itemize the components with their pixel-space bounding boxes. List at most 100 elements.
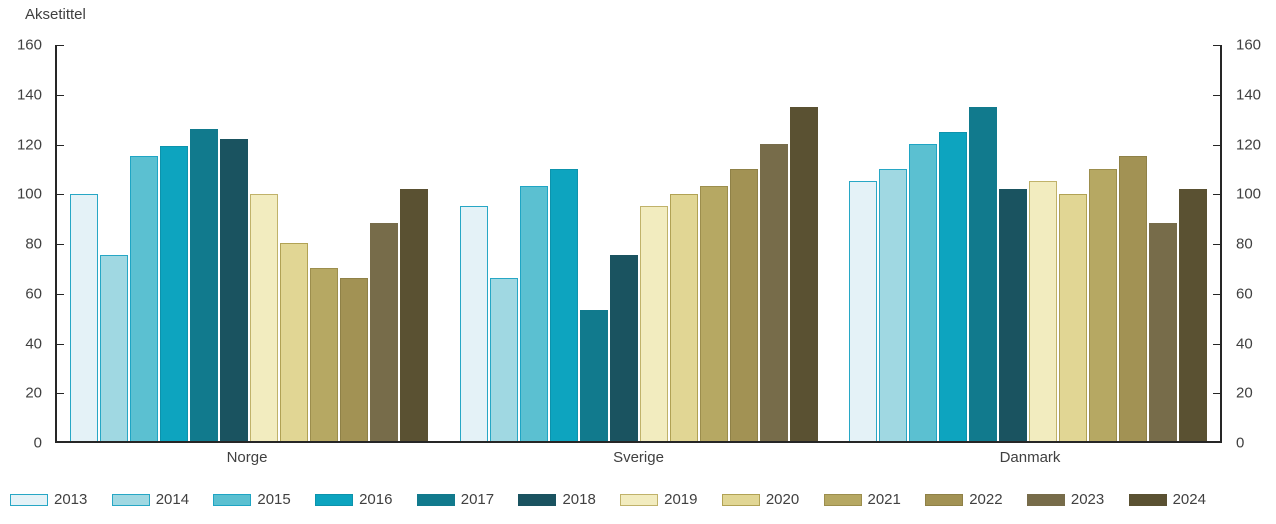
bar-sverige-2014 xyxy=(489,277,518,441)
y-axis-label-left-0: 0 xyxy=(33,434,42,452)
y-tick-left-80 xyxy=(57,244,64,245)
y-tick-left-40 xyxy=(57,343,64,345)
legend-label-2013: 2013 xyxy=(54,491,88,508)
legend-label-2023: 2023 xyxy=(1070,491,1105,508)
bar-sverige-2017 xyxy=(579,309,608,441)
y-tick-right-60 xyxy=(1213,293,1220,295)
bar-danmark-2016 xyxy=(939,131,967,441)
bar-sverige-2023 xyxy=(759,144,788,441)
legend-swatch-2018 xyxy=(518,493,557,506)
y-tick-left-60 xyxy=(57,293,64,295)
y-tick-right-0 xyxy=(1213,442,1220,443)
y-tick-left-140 xyxy=(57,94,64,96)
x-axis-label-danmark: Danmark xyxy=(999,449,1061,466)
bar-norge-2021 xyxy=(310,267,338,441)
legend-label-2018: 2018 xyxy=(562,491,596,508)
legend-label-2017: 2017 xyxy=(460,491,495,508)
y-axis-label-left-140: 140 xyxy=(16,86,42,104)
bar-danmark-2023 xyxy=(1149,223,1177,441)
bar-sverige-2020 xyxy=(669,193,698,441)
legend-label-2020: 2020 xyxy=(765,491,800,508)
bar-norge-2019 xyxy=(250,193,278,441)
bar-norge-2022 xyxy=(340,277,368,441)
y-tick-left-0 xyxy=(57,442,64,443)
bar-norge-2013 xyxy=(70,193,98,441)
y-axis-label-left-120: 120 xyxy=(16,136,42,153)
legend-item-2015: 2015 xyxy=(213,491,291,508)
y-axis-label-right-60: 60 xyxy=(1236,285,1253,303)
legend-swatch-2016 xyxy=(315,493,354,506)
y-axis-label-left-40: 40 xyxy=(25,335,42,352)
bar-norge-2018 xyxy=(220,139,248,441)
y-axis-label-left-100: 100 xyxy=(16,185,42,203)
bar-sverige-2013 xyxy=(459,205,488,441)
bar-norge-2016 xyxy=(160,146,188,441)
bar-group-danmark xyxy=(849,45,1207,441)
legend-item-2022: 2022 xyxy=(925,491,1003,508)
legend-item-2014: 2014 xyxy=(111,491,190,508)
y-axis-label-left-60: 60 xyxy=(25,285,42,303)
x-axis-labels: Norge Sverige Danmark xyxy=(55,449,1222,466)
legend-label-2019: 2019 xyxy=(664,491,698,508)
y-tick-right-40 xyxy=(1213,343,1220,345)
legend-swatch-2014 xyxy=(111,493,150,506)
y-axis-label-right-0: 0 xyxy=(1236,434,1245,452)
legend-swatch-2013 xyxy=(10,493,48,506)
legend-label-2014: 2014 xyxy=(155,491,190,508)
y-axis-label-right-80: 80 xyxy=(1236,235,1253,253)
legend-item-2016: 2016 xyxy=(315,491,392,508)
y-axis-label-left-20: 20 xyxy=(25,384,42,402)
legend-swatch-2019 xyxy=(620,493,659,506)
legend-swatch-2022 xyxy=(925,493,964,506)
legend-label-2016: 2016 xyxy=(359,491,393,508)
y-axis-label-right-140: 140 xyxy=(1236,86,1262,104)
legend-item-2017: 2017 xyxy=(416,491,495,508)
y-axis-label-right-20: 20 xyxy=(1236,384,1253,402)
legend-item-2024: 2024 xyxy=(1128,491,1206,508)
bar-norge-2017 xyxy=(190,129,218,441)
y-axis-label-right-100: 100 xyxy=(1236,185,1262,203)
bar-danmark-2024 xyxy=(1179,188,1207,441)
bar-danmark-2017 xyxy=(969,106,997,441)
legend-swatch-2023 xyxy=(1026,493,1065,506)
bar-danmark-2021 xyxy=(1089,168,1117,441)
legend-label-2015: 2015 xyxy=(257,491,291,508)
legend-label-2022: 2022 xyxy=(969,491,1003,508)
bar-danmark-2018 xyxy=(999,188,1027,441)
y-tick-right-80 xyxy=(1213,244,1220,245)
bar-sverige-2019 xyxy=(639,205,668,441)
legend-swatch-2015 xyxy=(213,493,252,506)
legend-label-2024: 2024 xyxy=(1172,491,1206,508)
legend: 2013 2014 2015 2016 2017 2018 2019 2020 2021 2022… xyxy=(10,491,1206,508)
bar-danmark-2015 xyxy=(909,144,937,441)
y-tick-right-120 xyxy=(1213,144,1220,146)
y-axis-label-right-120: 120 xyxy=(1236,136,1262,153)
bar-groups xyxy=(57,45,1220,441)
y-tick-left-120 xyxy=(57,144,64,146)
legend-swatch-2017 xyxy=(416,493,455,506)
y-tick-left-20 xyxy=(57,393,64,395)
x-axis-label-norge: Norge xyxy=(226,449,268,466)
legend-item-2019: 2019 xyxy=(620,491,698,508)
bar-danmark-2013 xyxy=(849,181,877,441)
y-axis-title: Aksetittel xyxy=(25,6,86,23)
bar-sverige-2021 xyxy=(699,186,728,441)
y-tick-left-160 xyxy=(57,45,64,46)
y-axis-label-right-160: 160 xyxy=(1236,36,1262,54)
x-axis-label-sverige: Sverige xyxy=(613,449,664,466)
legend-label-2021: 2021 xyxy=(867,491,901,508)
legend-item-2023: 2023 xyxy=(1026,491,1105,508)
bar-norge-2014 xyxy=(100,255,128,441)
legend-item-2018: 2018 xyxy=(518,491,596,508)
bar-group-norge xyxy=(70,45,428,441)
legend-swatch-2024 xyxy=(1128,493,1167,506)
y-axis-label-left-80: 80 xyxy=(25,235,42,253)
bar-danmark-2020 xyxy=(1059,193,1087,441)
legend-item-2021: 2021 xyxy=(823,491,901,508)
y-tick-right-140 xyxy=(1213,94,1220,96)
bar-sverige-2018 xyxy=(609,255,638,441)
legend-swatch-2020 xyxy=(721,493,760,506)
legend-item-2013: 2013 xyxy=(10,491,87,508)
bar-group-sverige xyxy=(459,45,818,441)
